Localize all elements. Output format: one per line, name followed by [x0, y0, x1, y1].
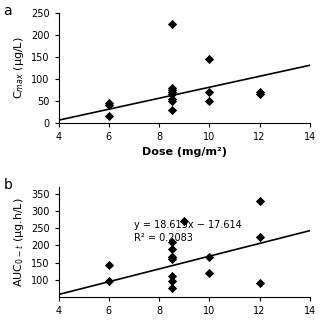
Point	[169, 98, 174, 103]
Point	[207, 270, 212, 276]
Point	[106, 114, 111, 119]
Point	[169, 85, 174, 90]
Point	[169, 246, 174, 252]
Point	[169, 21, 174, 27]
Point	[169, 92, 174, 97]
Point	[169, 239, 174, 244]
Text: b: b	[4, 178, 12, 192]
Text: y = 18.615x − 17.614: y = 18.615x − 17.614	[134, 220, 242, 230]
Point	[169, 255, 174, 260]
Point	[182, 219, 187, 224]
Point	[207, 57, 212, 62]
Point	[257, 92, 262, 97]
Text: R² = 0.2083: R² = 0.2083	[134, 233, 193, 243]
Point	[169, 274, 174, 279]
Point	[106, 279, 111, 284]
Point	[207, 255, 212, 260]
Point	[106, 100, 111, 106]
Point	[169, 87, 174, 92]
Point	[257, 281, 262, 286]
Y-axis label: C$_{max}$ (μg/L): C$_{max}$ (μg/L)	[12, 37, 26, 99]
Point	[207, 98, 212, 103]
Point	[257, 234, 262, 239]
Point	[207, 90, 212, 95]
Y-axis label: AUC$_{0-t}$ (μg.h/L): AUC$_{0-t}$ (μg.h/L)	[12, 197, 26, 287]
Point	[257, 198, 262, 204]
Point	[169, 255, 174, 260]
Point	[106, 263, 111, 268]
Point	[169, 279, 174, 284]
Point	[169, 107, 174, 112]
Point	[169, 96, 174, 101]
Point	[106, 103, 111, 108]
Point	[169, 90, 174, 95]
Point	[169, 257, 174, 262]
Point	[169, 286, 174, 291]
Point	[257, 90, 262, 95]
Text: a: a	[4, 4, 12, 18]
X-axis label: Dose (mg/m²): Dose (mg/m²)	[142, 148, 227, 157]
